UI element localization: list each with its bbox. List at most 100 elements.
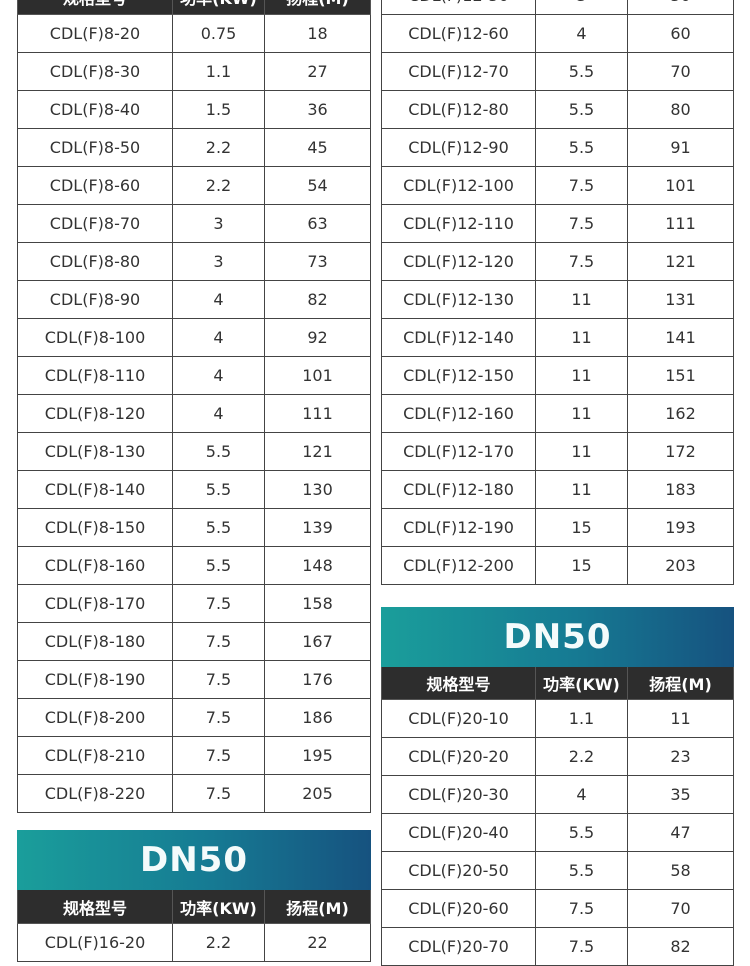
head-cell: 80 xyxy=(628,91,734,129)
model-cell: 规格型号 xyxy=(17,890,173,924)
dn50-banner: DN50 xyxy=(17,830,371,890)
table-row: CDL(F)12-180 11 183 xyxy=(381,471,734,509)
table-row: CDL(F)20-60 7.5 70 xyxy=(381,890,734,928)
table-row: CDL(F)8-130 5.5 121 xyxy=(17,433,371,471)
head-cell: 158 xyxy=(265,585,371,623)
table-row: CDL(F)12-150 11 151 xyxy=(381,357,734,395)
table-row: CDL(F)8-220 7.5 205 xyxy=(17,775,371,813)
head-cell: 195 xyxy=(265,737,371,775)
model-cell: CDL(F)12-140 xyxy=(381,319,536,357)
head-cell: 111 xyxy=(628,205,734,243)
model-cell: CDL(F)8-100 xyxy=(17,319,173,357)
power-cell: 5.5 xyxy=(536,814,628,852)
power-cell: 7.5 xyxy=(173,585,265,623)
table-header: 规格型号功率(KW)扬程(M) xyxy=(381,667,734,700)
model-cell: CDL(F)8-160 xyxy=(17,547,173,585)
power-cell: 4 xyxy=(173,357,265,395)
model-cell: CDL(F)8-50 xyxy=(17,129,173,167)
table-row: CDL(F)8-170 7.5 158 xyxy=(17,585,371,623)
head-cell: 111 xyxy=(265,395,371,433)
head-cell: 183 xyxy=(628,471,734,509)
head-cell: 47 xyxy=(628,814,734,852)
power-cell: 5.5 xyxy=(536,91,628,129)
model-cell: CDL(F)20-70 xyxy=(381,928,536,966)
model-cell: CDL(F)8-20 xyxy=(17,15,173,53)
head-cell: 11 xyxy=(628,700,734,738)
model-cell: CDL(F)20-50 xyxy=(381,852,536,890)
table-row: CDL(F)12-90 5.5 91 xyxy=(381,129,734,167)
power-cell: 7.5 xyxy=(173,737,265,775)
table-row: CDL(F)16-20 2.2 22 xyxy=(17,924,371,962)
model-cell: CDL(F)8-80 xyxy=(17,243,173,281)
model-cell: CDL(F)12-70 xyxy=(381,53,536,91)
table-row: CDL(F)8-160 5.5 148 xyxy=(17,547,371,585)
head-cell: 70 xyxy=(628,890,734,928)
head-cell: 205 xyxy=(265,775,371,813)
power-cell: 5.5 xyxy=(536,129,628,167)
model-cell: CDL(F)12-160 xyxy=(381,395,536,433)
power-cell: 1.1 xyxy=(173,53,265,91)
table-row: CDL(F)12-170 11 172 xyxy=(381,433,734,471)
table-row: CDL(F)12-160 11 162 xyxy=(381,395,734,433)
model-cell: CDL(F)20-60 xyxy=(381,890,536,928)
table-row: CDL(F)12-140 11 141 xyxy=(381,319,734,357)
model-cell: CDL(F)20-30 xyxy=(381,776,536,814)
power-cell: 功率(KW) xyxy=(173,890,265,924)
head-cell: 23 xyxy=(628,738,734,776)
table-row: CDL(F)12-120 7.5 121 xyxy=(381,243,734,281)
power-cell: 5.5 xyxy=(173,471,265,509)
table-row: CDL(F)12-110 7.5 111 xyxy=(381,205,734,243)
table-row: CDL(F)12-190 15 193 xyxy=(381,509,734,547)
head-cell: 70 xyxy=(628,53,734,91)
head-cell: 101 xyxy=(265,357,371,395)
head-cell: 63 xyxy=(265,205,371,243)
head-cell: 50 xyxy=(628,0,734,15)
power-cell: 7.5 xyxy=(536,243,628,281)
power-cell: 5.5 xyxy=(173,509,265,547)
model-cell: CDL(F)8-90 xyxy=(17,281,173,319)
table-row: CDL(F)20-40 5.5 47 xyxy=(381,814,734,852)
head-cell: 27 xyxy=(265,53,371,91)
model-cell: CDL(F)12-180 xyxy=(381,471,536,509)
power-cell: 3 xyxy=(173,205,265,243)
head-cell: 148 xyxy=(265,547,371,585)
model-cell: CDL(F)8-220 xyxy=(17,775,173,813)
model-cell: CDL(F)12-170 xyxy=(381,433,536,471)
model-cell: CDL(F)16-20 xyxy=(17,924,173,962)
head-cell: 扬程(M) xyxy=(265,890,371,924)
power-cell: 5.5 xyxy=(536,852,628,890)
power-cell: 3 xyxy=(536,0,628,15)
head-cell: 139 xyxy=(265,509,371,547)
model-cell: CDL(F)8-180 xyxy=(17,623,173,661)
power-cell: 0.75 xyxy=(173,15,265,53)
power-cell: 1.5 xyxy=(173,91,265,129)
table-row: CDL(F)8-90 4 82 xyxy=(17,281,371,319)
power-cell: 功率(KW) xyxy=(173,0,265,15)
table-row: CDL(F)8-200 7.5 186 xyxy=(17,699,371,737)
head-cell: 60 xyxy=(628,15,734,53)
head-cell: 22 xyxy=(265,924,371,962)
model-cell: CDL(F)8-200 xyxy=(17,699,173,737)
model-cell: CDL(F)8-210 xyxy=(17,737,173,775)
model-cell: CDL(F)20-20 xyxy=(381,738,536,776)
table-row: CDL(F)12-100 7.5 101 xyxy=(381,167,734,205)
head-cell: 91 xyxy=(628,129,734,167)
table-row: CDL(F)8-210 7.5 195 xyxy=(17,737,371,775)
power-cell: 15 xyxy=(536,509,628,547)
power-cell: 11 xyxy=(536,433,628,471)
table-row: CDL(F)8-110 4 101 xyxy=(17,357,371,395)
power-cell: 功率(KW) xyxy=(536,667,628,700)
head-cell: 扬程(M) xyxy=(628,667,734,700)
model-cell: CDL(F)8-140 xyxy=(17,471,173,509)
table-row: CDL(F)8-20 0.75 18 xyxy=(17,15,371,53)
model-cell: CDL(F)20-40 xyxy=(381,814,536,852)
table-row: CDL(F)8-180 7.5 167 xyxy=(17,623,371,661)
power-cell: 2.2 xyxy=(173,167,265,205)
table-row: CDL(F)8-30 1.1 27 xyxy=(17,53,371,91)
power-cell: 5.5 xyxy=(536,53,628,91)
head-cell: 141 xyxy=(628,319,734,357)
table-row: CDL(F)8-120 4 111 xyxy=(17,395,371,433)
table-row: CDL(F)8-50 2.2 45 xyxy=(17,129,371,167)
power-cell: 7.5 xyxy=(536,928,628,966)
power-cell: 1.1 xyxy=(536,700,628,738)
